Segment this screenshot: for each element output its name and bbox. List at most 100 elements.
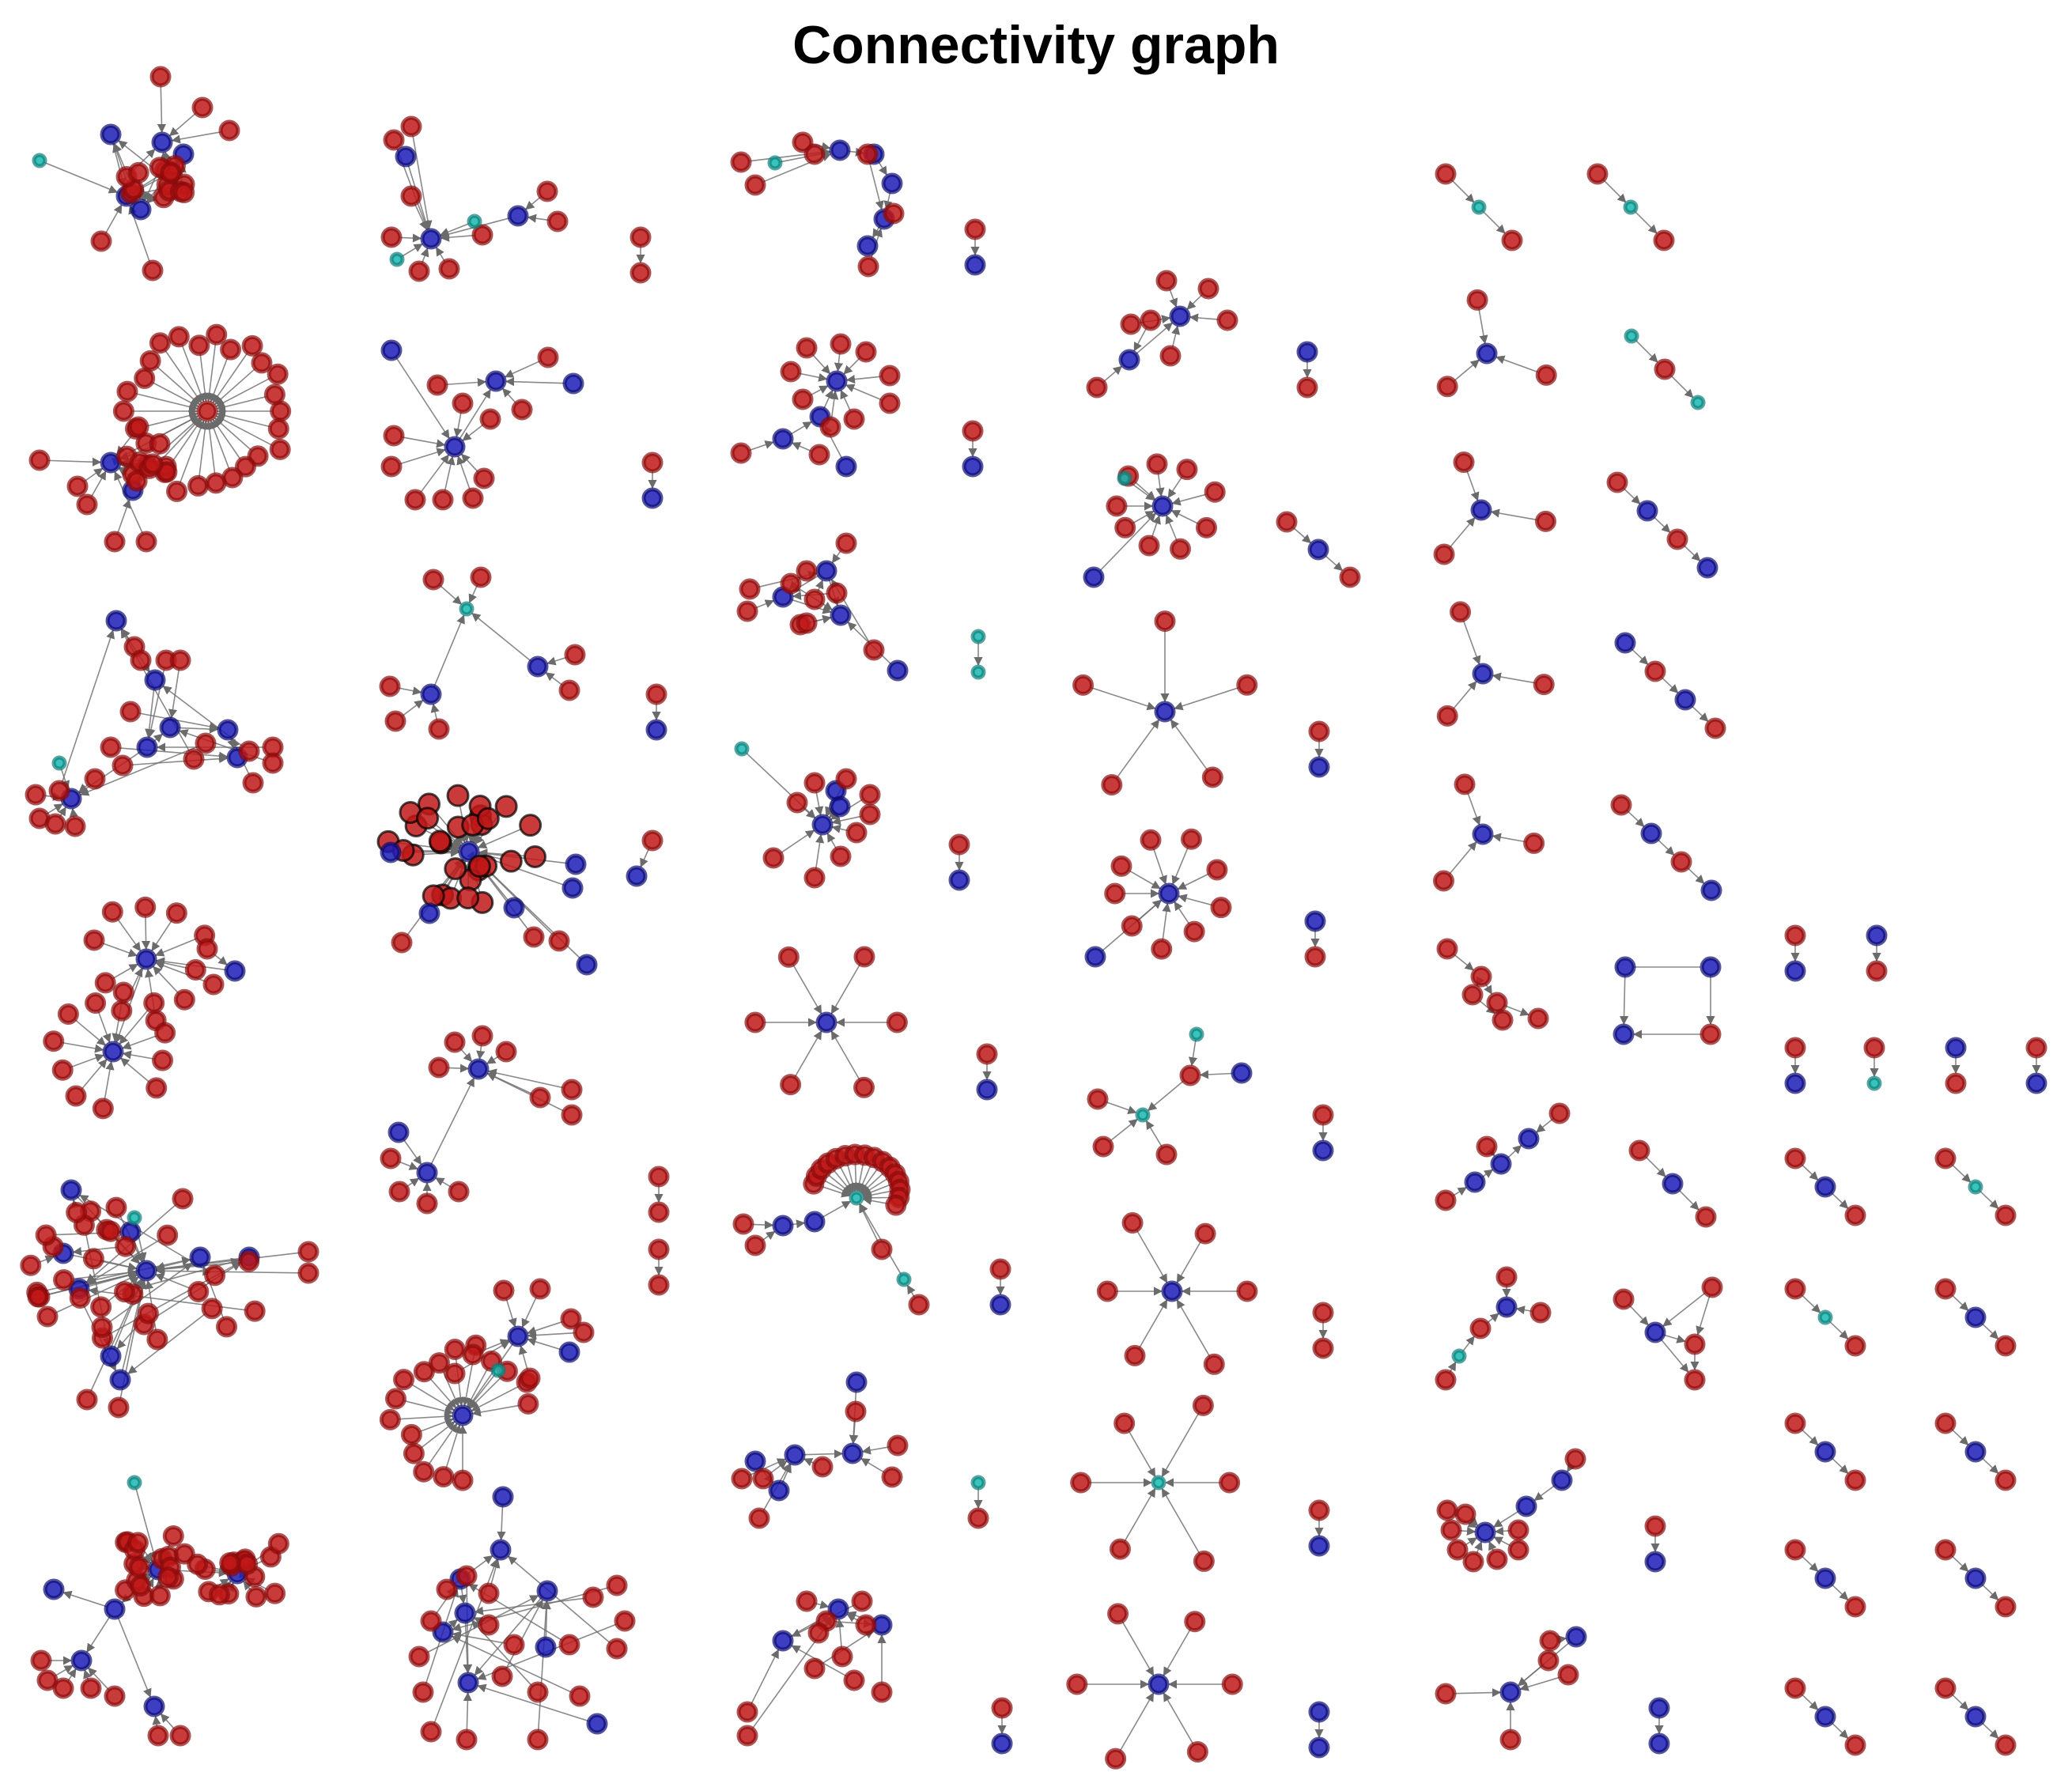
red-node	[428, 829, 452, 853]
red-node	[478, 1582, 500, 1604]
edge	[1454, 1687, 1502, 1698]
red-node	[471, 224, 493, 246]
edge	[1178, 894, 1213, 906]
blue-node	[420, 228, 442, 250]
red-node	[1945, 1072, 1967, 1094]
edge	[762, 1230, 776, 1241]
blue-node	[416, 1162, 438, 1184]
red-node	[859, 784, 881, 806]
edge	[822, 389, 834, 410]
edge	[1831, 1457, 1849, 1474]
edge	[205, 420, 216, 475]
edge	[70, 1053, 104, 1068]
blue-node	[1312, 1139, 1334, 1162]
red-node	[648, 1238, 670, 1260]
red-node	[267, 1532, 289, 1555]
red-node	[204, 1264, 226, 1287]
red-node	[736, 1725, 758, 1747]
red-node	[149, 66, 172, 88]
edge	[831, 550, 842, 564]
blue-node	[1614, 632, 1636, 654]
red-node	[157, 1566, 180, 1589]
red-node	[1529, 1302, 1552, 1324]
edge	[826, 833, 837, 849]
blue-node	[784, 1444, 806, 1466]
cyan-node	[32, 153, 47, 168]
edge	[754, 599, 774, 609]
red-node	[1670, 851, 1692, 873]
blue-node	[388, 1121, 410, 1143]
edge	[1134, 481, 1156, 501]
red-node	[989, 1258, 1011, 1280]
red-node	[379, 675, 401, 697]
red-node	[416, 807, 440, 830]
edge	[1459, 1526, 1476, 1536]
edge	[414, 203, 428, 231]
edge	[1494, 1526, 1511, 1536]
blue-node	[1644, 1321, 1666, 1343]
edge	[430, 1077, 475, 1166]
edge	[845, 375, 882, 384]
red-node	[803, 1657, 826, 1680]
edge	[1801, 1428, 1819, 1445]
red-node	[66, 475, 89, 497]
edge	[1831, 1192, 1849, 1209]
edge	[154, 938, 197, 957]
red-node	[432, 489, 454, 511]
red-node	[1312, 1337, 1334, 1359]
red-node	[1121, 915, 1143, 937]
red-node	[1107, 1603, 1129, 1625]
edge	[467, 1343, 514, 1408]
red-node	[1492, 1009, 1514, 1031]
red-node	[1684, 1333, 1706, 1355]
cyan-node	[1817, 1309, 1833, 1325]
edge	[104, 204, 123, 234]
red-node	[1296, 376, 1318, 399]
red-node	[1219, 1472, 1241, 1494]
red-node	[94, 972, 116, 994]
red-node	[1308, 1499, 1330, 1521]
red-node	[187, 1553, 209, 1575]
edge	[1831, 1583, 1849, 1600]
red-node	[1339, 566, 1361, 588]
edge	[116, 499, 131, 534]
edge	[471, 1404, 520, 1417]
blue-node	[217, 719, 239, 741]
edge	[1828, 1321, 1849, 1339]
red-node	[1994, 1335, 2017, 1357]
red-node	[1523, 832, 1545, 854]
red-node	[126, 470, 148, 492]
red-node	[1527, 1007, 1549, 1030]
edge	[471, 612, 531, 662]
red-node	[241, 334, 263, 357]
edge	[791, 442, 812, 452]
blue-node	[1154, 701, 1176, 723]
red-node	[35, 1224, 57, 1246]
edge	[61, 629, 115, 783]
edge	[1189, 313, 1219, 323]
edge	[791, 1219, 806, 1229]
edge	[1129, 870, 1161, 890]
edge	[1493, 1510, 1520, 1528]
red-node	[803, 143, 826, 165]
red-node	[426, 374, 448, 396]
red-node	[456, 886, 480, 910]
cyan-node	[896, 1271, 912, 1287]
cyan-node	[1451, 1348, 1467, 1364]
red-node	[216, 1316, 238, 1338]
blue-node	[576, 954, 598, 976]
edge	[410, 1383, 455, 1411]
edge	[1951, 1294, 1969, 1311]
red-node	[1454, 773, 1476, 795]
edge	[518, 1345, 528, 1370]
red-node	[1104, 882, 1126, 905]
edge	[462, 424, 484, 441]
red-node	[1140, 309, 1162, 331]
blue-node	[815, 1011, 837, 1033]
red-node	[168, 326, 190, 348]
red-node	[416, 1192, 438, 1215]
blue-node	[458, 841, 480, 863]
edge	[1474, 1541, 1483, 1555]
edge	[1171, 325, 1181, 348]
red-node	[1308, 720, 1330, 742]
